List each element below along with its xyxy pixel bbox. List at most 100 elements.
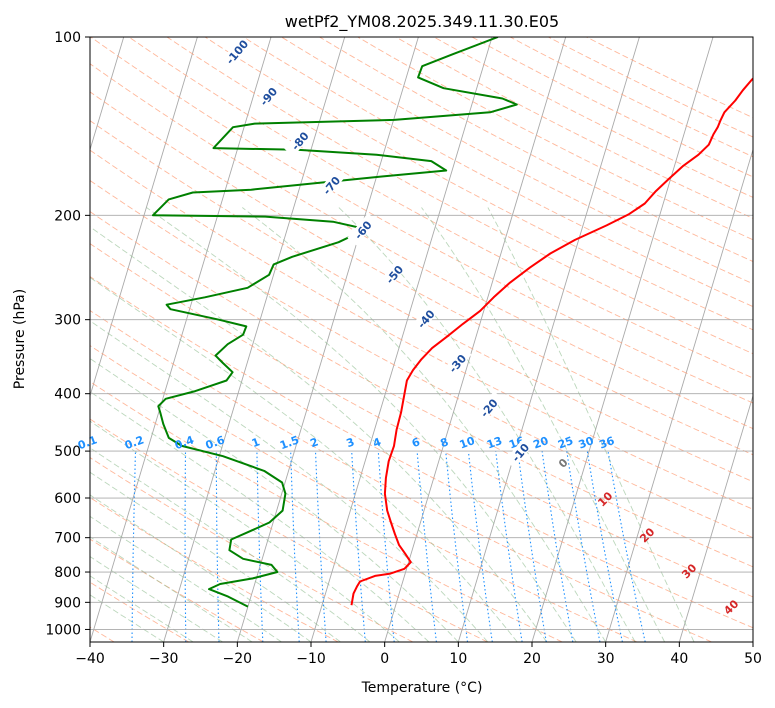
svg-text:40: 40 — [721, 597, 741, 617]
x-tick-label: −40 — [75, 651, 105, 667]
x-tick-label: −20 — [223, 651, 253, 667]
y-tick-label: 600 — [54, 491, 81, 507]
mixing-ratio-line — [351, 451, 366, 642]
mixing-ratio-line — [541, 451, 574, 642]
mixing-ratio-line — [314, 451, 327, 642]
mixing-ratio-label: 36 — [597, 434, 616, 452]
y-tick-label: 800 — [54, 565, 81, 581]
moist-adiabat-line — [487, 207, 695, 642]
y-tick-label: 200 — [54, 208, 81, 224]
isotherm-line — [90, 37, 198, 398]
dry-adiabat-label: -80 — [284, 124, 315, 157]
mixing-ratio-label: 13 — [485, 434, 504, 451]
dry-adiabat-line — [90, 120, 753, 483]
x-tick-label: 0 — [380, 651, 389, 667]
moist-adiabat-line — [421, 207, 666, 642]
dry-adiabat-line — [166, 37, 753, 355]
dry-adiabat-line — [548, 37, 753, 138]
dry-adiabat-line — [90, 63, 753, 430]
isopleth-labels: 0.1 0.2 0.4 0.6 1 1.5 2 3 4 6 8 10 13 16 20 25 30 36-100-… — [76, 35, 742, 617]
isotherm-line — [384, 37, 567, 642]
dry-adiabat-line — [128, 37, 753, 379]
moist-adiabat-line — [90, 515, 282, 642]
moist-adiabat-line — [90, 420, 400, 642]
dry-adiabat-line — [357, 37, 753, 241]
moist-adiabat-line — [90, 536, 253, 642]
dry-adiabat-line — [90, 276, 753, 629]
mixing-ratio-label: 1.5 — [278, 433, 301, 452]
mixing-ratio-line — [131, 451, 137, 642]
x-tick-label: 30 — [597, 651, 615, 667]
dry-adiabat-line — [90, 457, 414, 642]
x-tick-label: 20 — [523, 651, 541, 667]
mixing-ratio-label: 10 — [458, 434, 477, 452]
mixing-ratio-label: 0.4 — [173, 433, 196, 452]
mixing-ratio-label: 1 — [250, 435, 262, 450]
svg-text:10: 10 — [595, 489, 615, 509]
dry-adiabat-line — [90, 538, 264, 642]
profile-line-1 — [350, 77, 753, 606]
isotherm-line — [163, 37, 346, 642]
svg-text:30: 30 — [679, 561, 699, 581]
mixing-ratio-label: 20 — [531, 434, 550, 452]
isotherm-line — [457, 37, 640, 642]
reference-curve-line — [0, 37, 61, 642]
moist-adiabat-line — [90, 494, 312, 642]
moist-adiabat-line — [90, 556, 223, 642]
mixing-ratio-line — [467, 451, 493, 642]
isotherm-line — [752, 640, 753, 642]
axes: −40 −30 −20 −10 0 10 20 30 40 5010020030040050060… — [45, 30, 762, 667]
dry-adiabat-line — [471, 37, 753, 178]
mixing-ratio-label: 30 — [577, 434, 596, 452]
chart-title: wetPf2_YM08.2025.349.11.30.E05 — [285, 12, 559, 32]
dry-adiabat-label: -90 — [252, 79, 283, 112]
moist-adiabat-line — [90, 226, 548, 642]
dry-adiabat-line — [90, 581, 190, 642]
dry-adiabat-line — [90, 310, 712, 642]
y-tick-label: 400 — [54, 387, 81, 403]
mixing-ratio-line — [290, 451, 300, 642]
mixing-ratio-line — [215, 451, 220, 642]
isotherm-line — [531, 37, 714, 642]
moist-adiabat-line — [242, 207, 607, 642]
profile-line-2 — [151, 37, 518, 608]
moist-adiabat-line — [90, 276, 518, 642]
svg-text:20: 20 — [637, 525, 657, 545]
moist-adiabat-label: 20 — [637, 525, 657, 545]
x-tick-label: 50 — [744, 651, 762, 667]
mixing-ratio-line — [82, 451, 89, 642]
mixing-ratio-line — [495, 451, 523, 642]
moist-adiabat-line — [90, 320, 489, 642]
y-tick-label: 300 — [54, 313, 81, 329]
plot-frame — [89, 36, 754, 643]
y-tick-label: 100 — [54, 30, 81, 46]
mixing-ratio-line — [607, 451, 646, 642]
mixing-ratio-line — [566, 451, 601, 642]
isotherm-line — [605, 148, 753, 642]
dry-adiabat-line — [90, 497, 339, 642]
y-tick-label: 900 — [54, 595, 81, 611]
mixing-ratio-label: 6 — [410, 435, 422, 450]
mixing-ratio-label: 4 — [371, 435, 383, 450]
dry-adiabat-line — [90, 37, 753, 404]
pressure-gridlines — [90, 37, 753, 630]
mixing-ratio-line — [445, 451, 469, 642]
moist-adiabat-line — [90, 391, 430, 642]
isotherm-line — [90, 37, 125, 152]
mixing-ratio-label: 0.2 — [123, 433, 146, 452]
background-lines — [0, 37, 753, 642]
moist-adiabat-line — [146, 207, 577, 642]
dry-adiabat-line — [204, 37, 753, 331]
y-axis-label: Pressure (hPa) — [12, 289, 28, 389]
y-tick-label: 500 — [54, 444, 81, 460]
dry-adiabat-line — [90, 211, 753, 568]
dry-adiabat-line — [90, 179, 753, 539]
dry-adiabat-line — [90, 345, 638, 642]
x-tick-label: −30 — [149, 651, 179, 667]
mixing-ratio-line — [416, 451, 437, 642]
moist-adiabat-label: 40 — [721, 597, 741, 617]
dry-adiabat-line — [90, 381, 563, 642]
moist-adiabat-line — [338, 207, 636, 642]
mixing-ratio-line — [256, 451, 264, 642]
